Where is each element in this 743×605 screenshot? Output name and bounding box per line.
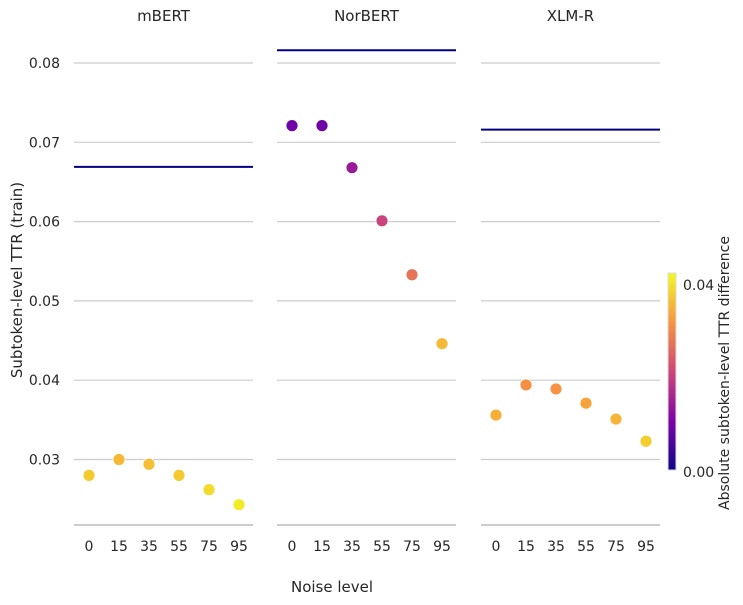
data-point: [549, 382, 563, 396]
panel-title: XLM-R: [547, 7, 594, 25]
data-point: [405, 268, 419, 282]
colorbar-title: Absolute subtoken-level TTR difference: [717, 236, 733, 510]
data-point: [142, 457, 156, 471]
y-tick-label: 0.05: [29, 294, 60, 310]
colorbar-tick-label: 0.04: [683, 278, 714, 294]
data-point: [345, 161, 359, 175]
data-point: [172, 468, 186, 482]
y-tick-label: 0.04: [29, 373, 60, 389]
x-tick-label: 95: [230, 539, 248, 555]
panels: mBERT 0 15 35 55 75 95 NorBERT 0 15 35 55 75 95 XLM-R 0…: [74, 7, 660, 555]
x-tick-label: 55: [373, 539, 391, 555]
y-tick-label: 0.06: [29, 215, 60, 231]
x-tick-label: 95: [433, 539, 451, 555]
colorbar-tick-label: 0.00: [683, 465, 714, 481]
data-point: [609, 412, 623, 426]
x-tick-label: 35: [547, 539, 565, 555]
x-tick-label: 75: [403, 539, 421, 555]
data-point: [519, 378, 533, 392]
data-point: [639, 434, 653, 448]
x-tick-label: 0: [492, 539, 501, 555]
data-point: [375, 214, 389, 228]
x-tick-label: 75: [607, 539, 625, 555]
x-tick-label: 35: [343, 539, 361, 555]
data-point: [315, 119, 329, 133]
data-point: [435, 337, 449, 351]
panel-norbert: NorBERT 0 15 35 55 75 95: [277, 7, 456, 555]
x-tick-label: 0: [288, 539, 297, 555]
data-point: [82, 468, 96, 482]
data-point: [579, 396, 593, 410]
colorbar-gradient: [667, 272, 677, 471]
x-tick-label: 55: [170, 539, 188, 555]
panel-title: NorBERT: [334, 7, 400, 25]
data-point: [489, 408, 503, 422]
panel-mbert: mBERT 0 15 35 55 75 95: [74, 7, 253, 555]
y-axis-title: Subtoken-level TTR (train): [8, 182, 26, 378]
data-point: [232, 498, 246, 512]
data-point: [285, 119, 299, 133]
x-tick-label: 55: [577, 539, 595, 555]
x-tick-label: 95: [637, 539, 655, 555]
x-tick-label: 0: [85, 539, 94, 555]
panel-xlm-r: XLM-R 0 15 35 55 75 95: [481, 7, 660, 555]
x-axis-title: Noise level: [291, 578, 373, 596]
x-tick-label: 15: [313, 539, 331, 555]
colorbar: 0.04 0.00 Absolute subtoken-level TTR di…: [667, 236, 733, 510]
data-point: [202, 483, 216, 497]
panel-title: mBERT: [137, 7, 191, 25]
y-axis: 0.03 0.04 0.05 0.06 0.07 0.08: [29, 56, 60, 469]
y-tick-label: 0.03: [29, 453, 60, 469]
y-tick-label: 0.07: [29, 135, 60, 151]
x-tick-label: 15: [517, 539, 535, 555]
x-tick-label: 75: [200, 539, 218, 555]
y-tick-label: 0.08: [29, 56, 60, 72]
x-tick-label: 15: [110, 539, 128, 555]
data-point: [112, 453, 126, 466]
x-tick-label: 35: [140, 539, 158, 555]
